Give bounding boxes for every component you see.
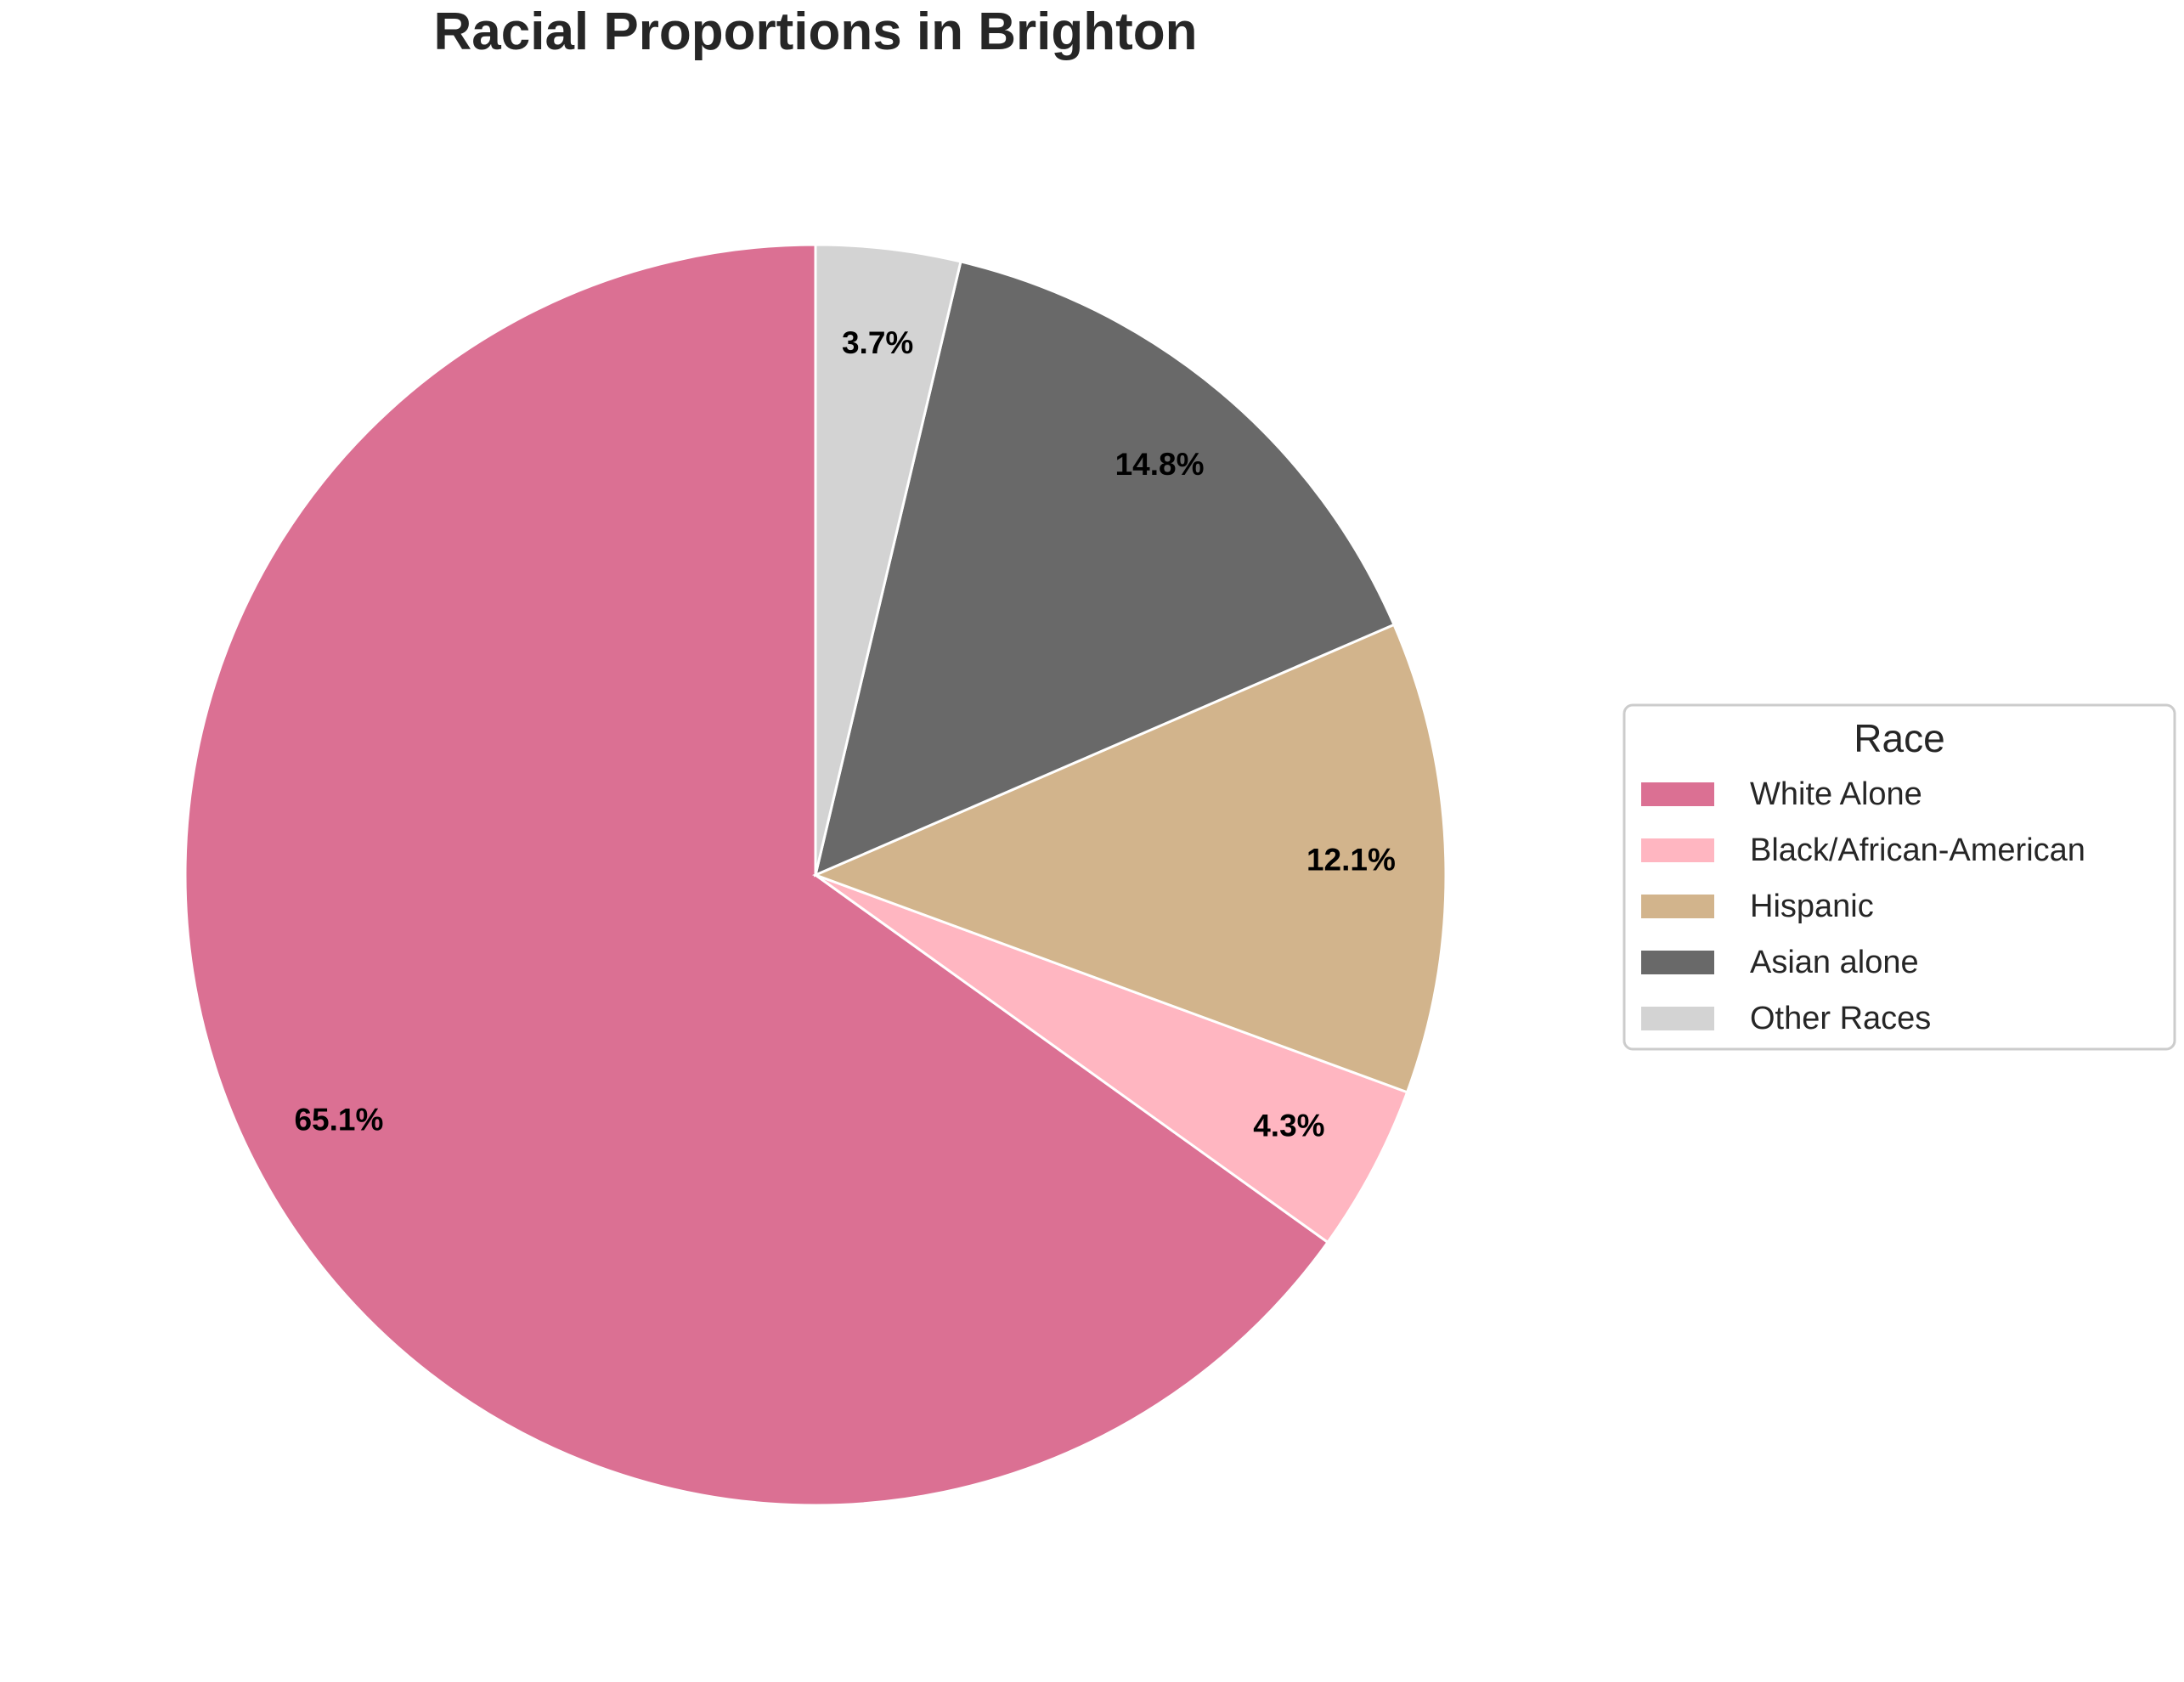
legend-items: White Alone Black/African-American Hispani… bbox=[1641, 776, 2085, 1036]
pie-slice-asian-alone bbox=[813, 260, 1396, 878]
pie-label-white-alone: 65.1% bbox=[294, 1103, 383, 1137]
pie-label-asian-alone: 14.8% bbox=[1115, 447, 1205, 482]
legend-swatch-hispanic bbox=[1641, 895, 1714, 918]
pie-slice-white-alone bbox=[183, 243, 1330, 1507]
legend-swatch-black-african-american bbox=[1641, 838, 1714, 862]
legend-frame bbox=[1622, 703, 2176, 1051]
legend-swatch-asian-alone bbox=[1641, 951, 1714, 974]
legend-label-other-races: Other Races bbox=[1750, 1001, 1931, 1036]
pie-slices bbox=[183, 243, 1448, 1507]
legend-title: Race bbox=[1854, 716, 1944, 760]
legend-label-white-alone: White Alone bbox=[1750, 776, 1922, 812]
pie-slice-hispanic bbox=[811, 623, 1448, 1094]
legend-swatch-other-races bbox=[1641, 1007, 1714, 1030]
pie-label-hispanic: 12.1% bbox=[1306, 843, 1396, 878]
legend-label-black-african-american: Black/African-American bbox=[1750, 833, 2085, 868]
pie-label-other-races: 3.7% bbox=[842, 325, 913, 360]
legend-swatch-white-alone bbox=[1641, 782, 1714, 806]
pie-slice-other-races bbox=[814, 243, 962, 876]
pie-percent-labels: 65.1% 4.3% 12.1% 14.8% 3.7% bbox=[294, 325, 1395, 1143]
legend-label-hispanic: Hispanic bbox=[1750, 889, 1874, 924]
pie-slice-black-african-american bbox=[815, 873, 1409, 1245]
legend: Race White Alone Black/African-American Hi… bbox=[1622, 703, 2176, 1051]
pie-label-black-african-american: 4.3% bbox=[1253, 1109, 1324, 1143]
legend-label-asian-alone: Asian alone bbox=[1750, 945, 1919, 980]
chart-title: Racial Proportions in Brighton bbox=[433, 3, 1197, 61]
